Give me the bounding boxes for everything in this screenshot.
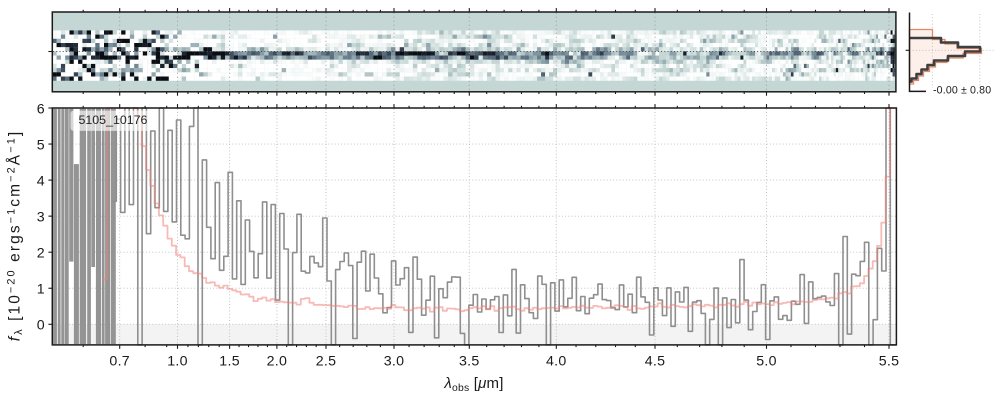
svg-text:3.0: 3.0 [384, 354, 405, 370]
svg-text:4: 4 [37, 174, 45, 190]
svg-text:1: 1 [37, 282, 45, 298]
svg-text:5.0: 5.0 [756, 354, 777, 370]
svg-text:2: 2 [37, 246, 45, 262]
svg-text:0.7: 0.7 [109, 354, 130, 370]
svg-text:-0.00 ± 0.80: -0.00 ± 0.80 [933, 85, 991, 97]
svg-text:3.5: 3.5 [459, 354, 480, 370]
svg-text:5: 5 [37, 138, 45, 154]
svg-text:1.5: 1.5 [219, 354, 240, 370]
svg-text:4.0: 4.0 [546, 354, 567, 370]
svg-text:3: 3 [37, 210, 45, 226]
svg-text:2.5: 2.5 [316, 354, 337, 370]
svg-text:5.5: 5.5 [879, 354, 900, 370]
svg-text:fλ [10−20 ergs−1cm−2Å−1]: fλ [10−20 ergs−1cm−2Å−1] [5, 130, 25, 342]
svg-text:0: 0 [37, 318, 45, 334]
svg-text:6: 6 [37, 101, 45, 117]
svg-text:5105_10176: 5105_10176 [79, 113, 148, 127]
svg-text:1.0: 1.0 [167, 354, 188, 370]
svg-text:2.0: 2.0 [267, 354, 288, 370]
svg-text:4.5: 4.5 [645, 354, 666, 370]
